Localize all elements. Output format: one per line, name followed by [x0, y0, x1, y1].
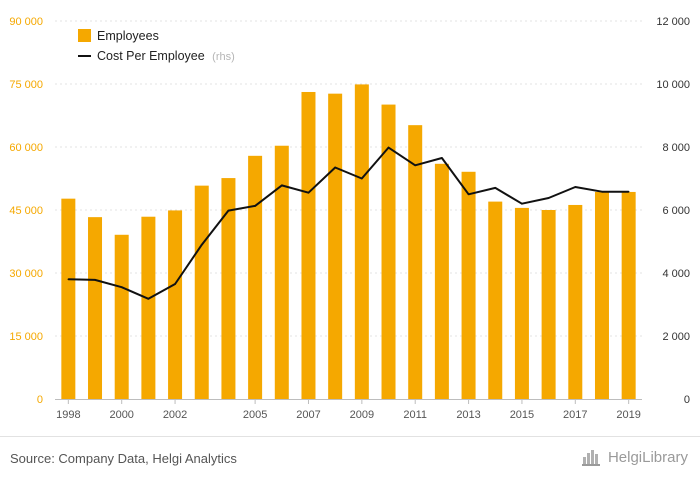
- y-left-tick-label: 45 000: [9, 205, 43, 217]
- cost-point: [334, 166, 336, 169]
- cost-point: [441, 157, 443, 159]
- legend: Employees Cost Per Employee (rhs): [78, 29, 235, 63]
- employees-bar: [488, 201, 503, 399]
- cost-per-employee-line: [67, 146, 630, 300]
- x-tick-label: 1998: [56, 409, 80, 421]
- cost-point: [494, 187, 497, 189]
- building-logo-icon: [581, 450, 600, 466]
- y-left-tick-label: 30 000: [9, 268, 43, 280]
- y-right-tick-label: 12 000: [656, 16, 690, 28]
- cost-point: [94, 279, 96, 281]
- employees-bar: [354, 84, 369, 400]
- employees-bar: [621, 191, 636, 399]
- source-note: Source: Company Data, Helgi Analytics: [10, 451, 237, 466]
- cost-point: [120, 286, 123, 288]
- employees-bar: [408, 125, 423, 399]
- employees-bar: [568, 204, 583, 399]
- employees-bar: [434, 163, 449, 399]
- cost-point: [467, 193, 470, 196]
- employees-bar: [248, 155, 263, 399]
- y-left-tick-label: 60 000: [9, 142, 43, 154]
- cost-point: [254, 205, 256, 207]
- y-left-tick-label: 90 000: [9, 16, 43, 28]
- x-tick-label: 2002: [163, 409, 187, 421]
- employees-bar: [61, 198, 76, 399]
- y-right-tick-label: 4 000: [662, 268, 690, 280]
- employees-bar: [274, 145, 289, 399]
- employees-bar: [141, 216, 156, 399]
- employees-bar: [114, 234, 129, 399]
- legend-label-employees: Employees: [97, 29, 159, 43]
- employees-bar: [594, 191, 609, 399]
- cost-point: [574, 186, 577, 188]
- x-tick-label: 2015: [510, 409, 534, 421]
- employees-bar: [221, 178, 236, 399]
- employees-cost-chart: 0 0 15 000 2 000 30 000 4 000 45 000 6 000 60 00…: [9, 16, 690, 421]
- x-tick-label: 2017: [563, 409, 587, 421]
- employees-bar: [381, 104, 396, 399]
- cost-point: [280, 184, 283, 187]
- cost-point: [67, 278, 70, 281]
- y-left-tick-label: 75 000: [9, 79, 43, 91]
- y-right-tick-label: 2 000: [662, 331, 690, 343]
- footer: Source: Company Data, Helgi Analytics He…: [0, 436, 700, 484]
- brand-name: HelgiLibrary: [607, 448, 688, 466]
- x-tick-label: 2019: [616, 409, 640, 421]
- x-tick-label: 2013: [456, 409, 480, 421]
- cost-point: [387, 146, 390, 149]
- cost-point: [601, 190, 603, 193]
- employees-bars: [61, 84, 636, 400]
- cost-point: [361, 177, 363, 180]
- cost-point: [521, 202, 523, 205]
- x-tick-label: 2000: [109, 409, 133, 421]
- cost-point: [200, 243, 203, 246]
- cost-point: [227, 209, 230, 212]
- legend-label-cost-name: Cost Per Employee: [97, 49, 205, 63]
- employees-bar: [168, 210, 183, 399]
- y-right-tick-label: 6 000: [662, 205, 690, 217]
- cost-point: [547, 197, 550, 199]
- legend-swatch-employees: [78, 29, 91, 42]
- brand[interactable]: HelgiLibrary: [581, 448, 688, 466]
- legend-label-cost-suffix: (rhs): [212, 51, 235, 63]
- employees-bar: [194, 185, 209, 399]
- y-left-tick-label: 0: [37, 394, 43, 406]
- x-tick-label: 2005: [243, 409, 267, 421]
- employees-bar: [328, 93, 343, 399]
- cost-point: [307, 191, 310, 194]
- legend-label-cost: Cost Per Employee (rhs): [97, 49, 235, 63]
- axes: 0 0 15 000 2 000 30 000 4 000 45 000 6 000 60 00…: [9, 16, 690, 421]
- cost-point: [147, 298, 150, 300]
- cost-point: [174, 283, 176, 285]
- employees-bar: [88, 217, 103, 399]
- x-tick-label: 2011: [403, 409, 427, 421]
- employees-bar: [461, 171, 476, 399]
- x-tick-label: 2007: [296, 409, 320, 421]
- employees-bar: [541, 210, 556, 399]
- y-right-tick-label: 8 000: [662, 142, 690, 154]
- cost-line-path: [68, 146, 629, 300]
- y-right-tick-label: 0: [684, 394, 690, 406]
- employees-bar: [301, 91, 316, 399]
- cost-point: [627, 190, 630, 193]
- y-right-tick-label: 10 000: [656, 79, 690, 91]
- cost-point: [414, 164, 417, 167]
- employees-bar: [514, 207, 529, 399]
- x-tick-label: 2009: [350, 409, 374, 421]
- y-left-tick-label: 15 000: [9, 331, 43, 343]
